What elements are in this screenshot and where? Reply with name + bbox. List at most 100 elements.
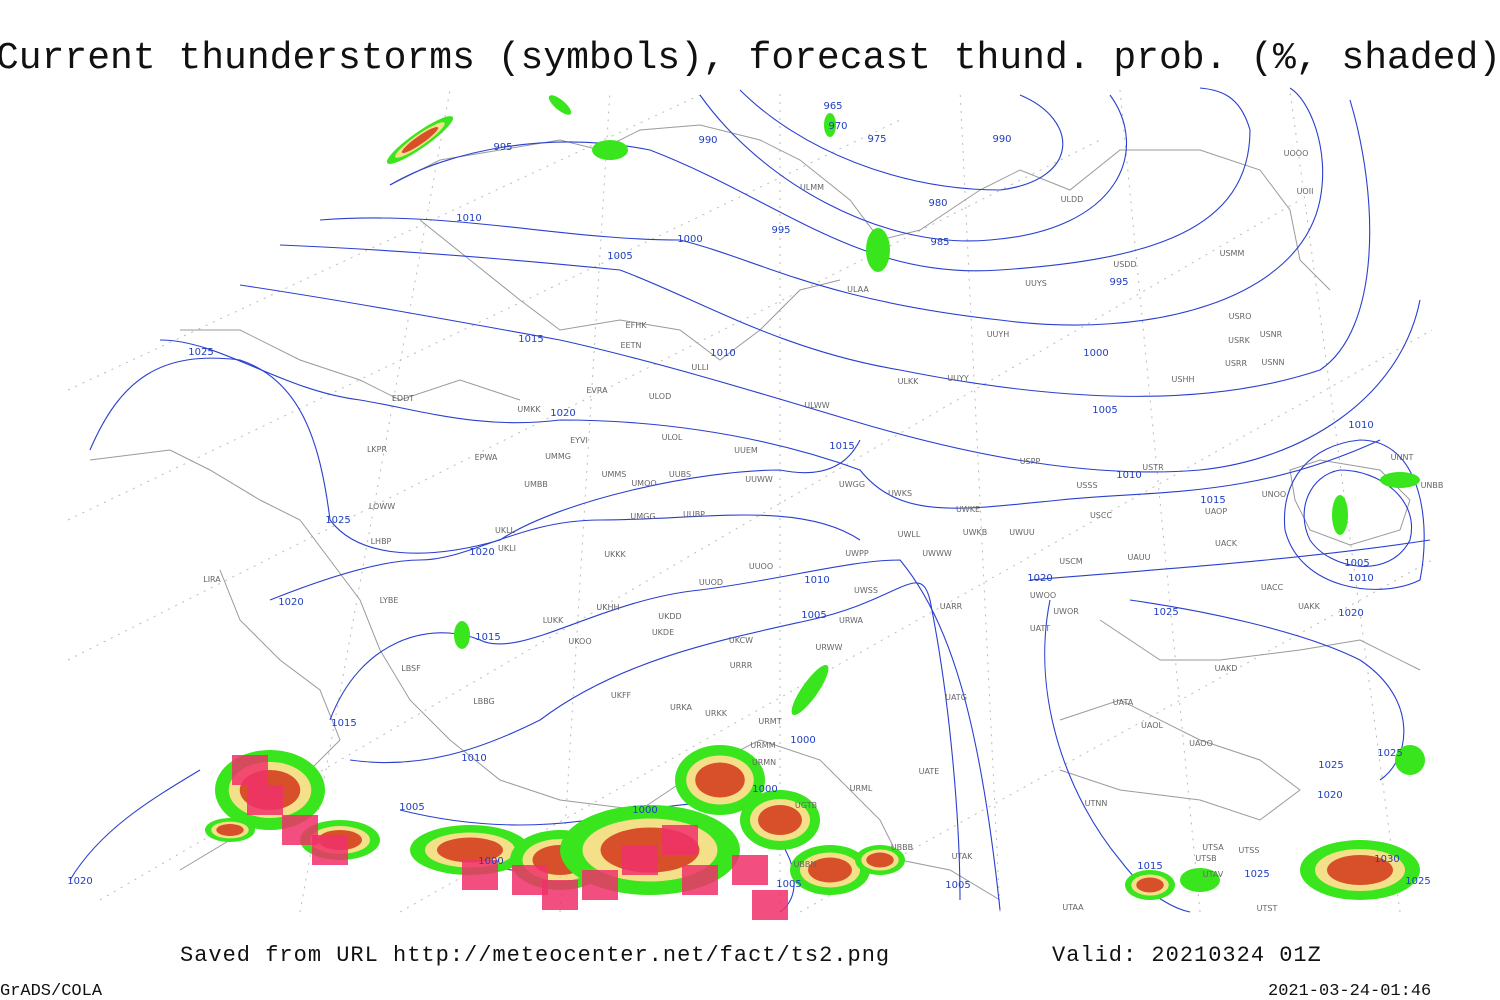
station-code: UMMG <box>545 452 571 461</box>
prob-high <box>695 762 745 798</box>
station-code: UAOO <box>1189 739 1213 748</box>
prob-high <box>808 857 852 883</box>
isobar-label: 1020 <box>1317 790 1342 801</box>
station-code: UKDE <box>652 628 674 637</box>
station-code: URMT <box>758 717 781 726</box>
isobar-label: 995 <box>493 142 512 153</box>
station-code: UATA <box>1113 698 1134 707</box>
station-code: UUOD <box>699 578 723 587</box>
prob-high <box>866 852 894 868</box>
isobar-label: 1000 <box>790 735 815 746</box>
station-code: UMGG <box>630 512 655 521</box>
isobar-label: 1025 <box>325 515 350 526</box>
prob-low <box>1180 868 1220 892</box>
isobar-label: 1015 <box>518 334 543 345</box>
storm-cell <box>675 745 765 815</box>
station-code: UWSS <box>854 586 878 595</box>
map-labels: 965 970 975 990 990 995 980 985 995 1010 1000 1005 9… <box>67 101 1443 913</box>
station-code: UUEM <box>734 446 758 455</box>
station-code: EDDT <box>392 394 414 403</box>
prob-high <box>401 126 439 154</box>
station-code: UKLI <box>498 544 516 553</box>
prob-low <box>1380 472 1420 488</box>
station-code: UKOO <box>568 637 591 646</box>
station-code: USRK <box>1228 336 1250 345</box>
station-code: USPP <box>1020 457 1041 466</box>
station-code: UOII <box>1297 187 1314 196</box>
prob-low <box>791 665 829 715</box>
station-code: UWOO <box>1030 591 1056 600</box>
isobar-label: 1010 <box>1348 420 1373 431</box>
station-code: URMN <box>752 758 776 767</box>
storm-cell <box>205 818 255 842</box>
storm-cell <box>1180 868 1220 892</box>
isobar-label: 1005 <box>399 802 424 813</box>
station-code: UWPP <box>845 549 869 558</box>
station-code: UTAV <box>1203 870 1224 879</box>
station-code: UKHH <box>596 603 619 612</box>
isobar-label: 1015 <box>829 441 854 452</box>
isobar-label: 1025 <box>1153 607 1178 618</box>
station-code: UNBB <box>1421 481 1444 490</box>
software-credit: GrADS/COLA <box>0 982 103 1000</box>
station-code: UAOP <box>1205 507 1227 516</box>
station-code: ULOL <box>662 433 683 442</box>
isobar-label: 1005 <box>1344 558 1369 569</box>
storm-cell <box>1300 840 1420 900</box>
station-code: USMM <box>1220 249 1245 258</box>
station-code: USTR <box>1142 463 1164 472</box>
storm-cell <box>410 825 530 875</box>
prob-low <box>1395 745 1425 775</box>
isobar-label: 1020 <box>278 597 303 608</box>
station-code: USHH <box>1172 375 1195 384</box>
station-code: ULWW <box>804 401 829 410</box>
station-code: UATE <box>919 767 940 776</box>
station-code: UBBN <box>794 860 817 869</box>
station-code: UWUU <box>1009 528 1035 537</box>
isobar-label: 1005 <box>945 880 970 891</box>
storm-cell <box>824 113 836 137</box>
isobar-label: 980 <box>928 198 947 209</box>
storm-cell <box>1332 495 1348 535</box>
isobar-label: 1010 <box>456 213 481 224</box>
isobar-label: 1015 <box>475 632 500 643</box>
isobar-label: 1010 <box>710 348 735 359</box>
isobar-label: 1010 <box>804 575 829 586</box>
station-code: UTSS <box>1239 846 1260 855</box>
thunderstorm-symbol <box>752 890 788 920</box>
isobar-label: 1025 <box>1318 760 1343 771</box>
prob-high <box>758 805 802 835</box>
station-code: LKPR <box>367 445 388 454</box>
storm-cell <box>790 845 870 895</box>
storm-cell <box>1380 472 1420 488</box>
station-code: UUYS <box>1025 279 1047 288</box>
isobar-label: 1000 <box>478 856 503 867</box>
station-code: EPWA <box>475 453 498 462</box>
isobar-label: 995 <box>1109 277 1128 288</box>
isobar-label: 965 <box>823 101 842 112</box>
storm-cell <box>386 116 454 164</box>
storm-cell <box>855 845 905 875</box>
station-code: LHBP <box>371 537 392 546</box>
prob-low <box>454 621 470 649</box>
station-code: URKA <box>670 703 693 712</box>
station-code: UNOO <box>1262 490 1286 499</box>
station-code: LUKK <box>543 616 564 625</box>
station-code: UATG <box>945 693 967 702</box>
station-code: UARR <box>940 602 963 611</box>
isobar-label: 1010 <box>1116 470 1141 481</box>
station-code: EYVI <box>570 436 588 445</box>
station-code: URMM <box>750 741 775 750</box>
station-code: UAUU <box>1127 553 1150 562</box>
station-code: UUYH <box>987 330 1010 339</box>
isobar-label: 1000 <box>1083 348 1108 359</box>
station-code: UWKS <box>888 489 912 498</box>
station-code: UGTB <box>795 801 817 810</box>
station-code: UWWW <box>922 549 952 558</box>
isobar-label: 1030 <box>1374 854 1399 865</box>
isobar-label: 1005 <box>1092 405 1117 416</box>
station-code: LIRA <box>203 575 221 584</box>
station-code: ULOD <box>649 392 671 401</box>
